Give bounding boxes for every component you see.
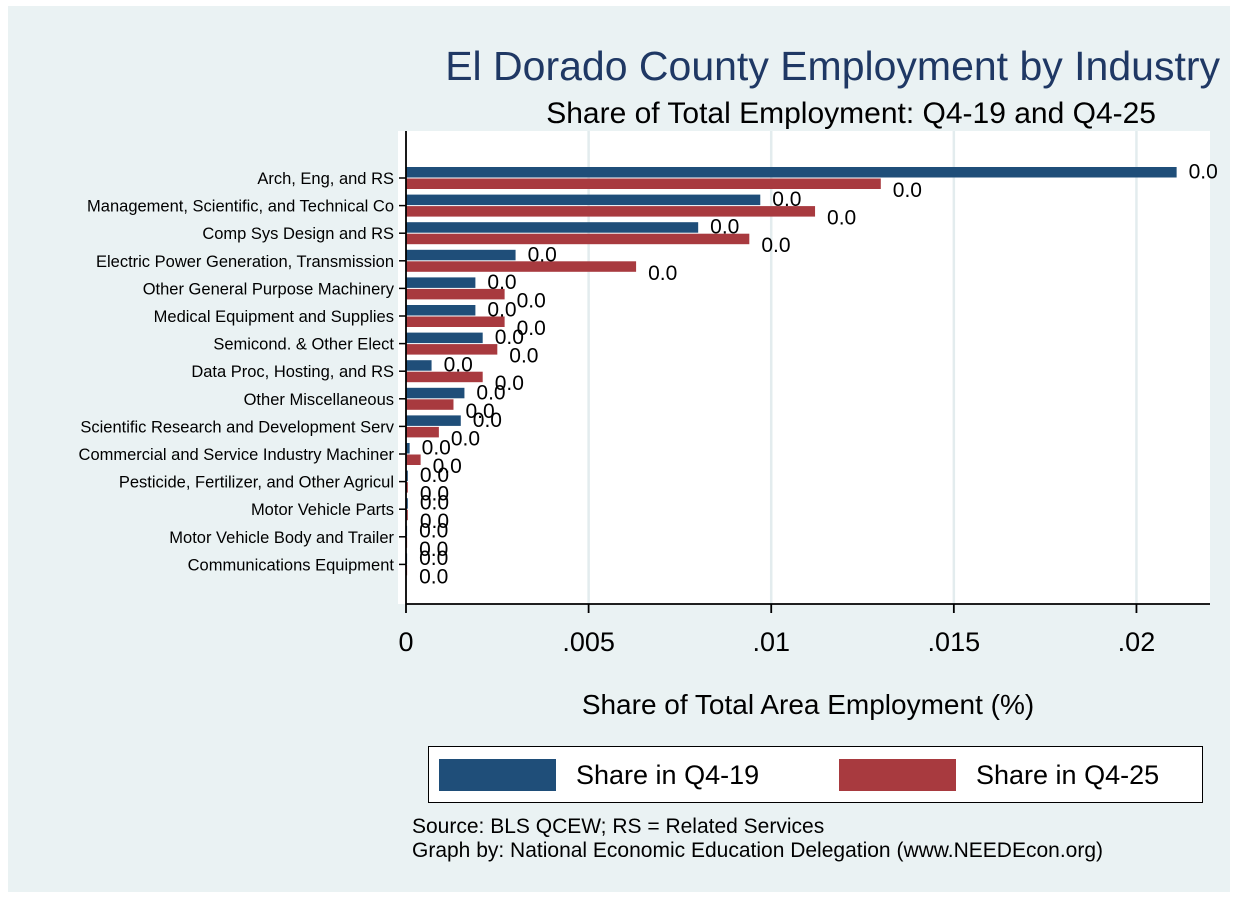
credit-line: Graph by: National Economic Education De…: [412, 839, 1104, 862]
source-note: Source: BLS QCEW; RS = Related Services …: [412, 815, 1103, 863]
y-tick-label: Scientific Research and Development Serv: [80, 418, 394, 436]
source-line: Source: BLS QCEW; RS = Related Services: [412, 815, 825, 838]
data-label-q19: 0.0: [420, 464, 449, 487]
bar-q19: [406, 332, 483, 344]
data-label-q19: 0.0: [772, 188, 801, 211]
chart-svg: El Dorado County Employment by Industry …: [79, 43, 1221, 720]
x-tick-label: 0: [398, 627, 413, 657]
bar-q25: [406, 261, 637, 272]
x-tick-label: .005: [562, 627, 615, 657]
data-label-q25: 0.0: [648, 262, 677, 285]
bar-q19: [406, 415, 461, 426]
bar-q19: [406, 222, 699, 233]
data-label-q19: 0.0: [422, 437, 451, 460]
legend-label-q25: Share in Q4-25: [976, 759, 1160, 790]
legend-swatch-q25: [839, 759, 956, 791]
y-tick-label: Management, Scientific, and Technical Co: [87, 198, 394, 216]
data-label-q19: 0.0: [528, 243, 557, 266]
data-label-q19: 0.0: [419, 547, 448, 570]
y-tick-label: Other Miscellaneous: [244, 391, 394, 409]
axes: Arch, Eng, and RS Management, Scientific,…: [79, 131, 1210, 657]
data-label-q19: 0.0: [710, 216, 739, 239]
data-label-q25: 0.0: [419, 565, 448, 588]
chart-frame: El Dorado County Employment by Industry …: [8, 6, 1230, 892]
bar-q25: [406, 509, 408, 521]
bar-q19: [406, 470, 408, 482]
data-label-q25: 0.0: [495, 372, 524, 395]
data-label-q25: 0.0: [433, 455, 462, 478]
legend-item-q25: Share in Q4-25: [839, 759, 1159, 791]
bar-q25: [406, 288, 505, 300]
y-tick-label: Other General Purpose Machinery: [143, 280, 395, 298]
data-label-q25: 0.0: [827, 207, 856, 230]
data-label-q19: 0.0: [420, 492, 449, 515]
data-label-q19: 0.0: [1189, 161, 1218, 184]
bar-q25: [406, 399, 454, 410]
y-tick-label: Pesticide, Fertilizer, and Other Agricul: [119, 474, 394, 492]
bar-q25: [406, 371, 483, 383]
bar-q25: [406, 233, 750, 245]
bar-q25: [406, 178, 881, 189]
y-tick-label: Motor Vehicle Body and Trailer: [169, 529, 394, 547]
y-tick-label: Motor Vehicle Parts: [251, 501, 394, 519]
y-tick-label: Arch, Eng, and RS: [257, 170, 394, 188]
y-tick-label: Electric Power Generation, Transmission: [96, 253, 394, 271]
legend-swatch-q19: [439, 759, 556, 791]
bar-q19: [406, 360, 432, 371]
data-label-q19: 0.0: [419, 519, 448, 542]
data-labels: 0.00.00.00.00.00.00.00.00.00.00.00.00.00…: [419, 161, 1218, 589]
bar-q19: [406, 277, 476, 288]
legend-label-q19: Share in Q4-19: [576, 759, 760, 790]
bar-q25: [406, 206, 816, 217]
bar-q19: [406, 194, 761, 206]
x-tick-label: .02: [1118, 627, 1156, 657]
legend-item-q19: Share in Q4-19: [439, 759, 759, 791]
bar-q25: [406, 454, 421, 465]
x-tick-label: .01: [752, 627, 790, 657]
chart-title: El Dorado County Employment by Industry: [445, 43, 1220, 89]
bar-q25: [406, 344, 498, 355]
data-label-q25: 0.0: [893, 179, 922, 202]
bar-q19: [406, 387, 465, 399]
data-label-q25: 0.0: [465, 400, 494, 423]
data-label-q19: 0.0: [444, 354, 473, 377]
data-label-q19: 0.0: [487, 299, 516, 322]
bar-q25: [406, 482, 408, 493]
data-label-q25: 0.0: [419, 538, 448, 561]
data-label-q25: 0.0: [517, 317, 546, 340]
x-tick-label: .015: [928, 627, 981, 657]
data-label-q19: 0.0: [476, 381, 505, 404]
bar-q19: [406, 167, 1177, 178]
bar-q25: [406, 426, 439, 438]
bar-q19: [406, 305, 476, 316]
y-tick-label: Data Proc, Hosting, and RS: [191, 363, 394, 381]
legend: Share in Q4-19 Share in Q4-25: [428, 746, 1203, 803]
bar-q25: [406, 316, 505, 327]
data-label-q25: 0.0: [509, 345, 538, 368]
data-label-q25: 0.0: [451, 427, 480, 450]
data-label-q19: 0.0: [487, 271, 516, 294]
y-tick-label: Comp Sys Design and RS: [202, 225, 394, 243]
data-label-q19: 0.0: [495, 326, 524, 349]
bar-q19: [406, 443, 410, 454]
y-tick-label: Communications Equipment: [188, 556, 395, 574]
data-label-q25: 0.0: [517, 289, 546, 312]
chart-subtitle: Share of Total Employment: Q4-19 and Q4-…: [546, 97, 1156, 130]
data-label-q25: 0.0: [420, 510, 449, 533]
data-label-q25: 0.0: [420, 483, 449, 506]
data-label-q25: 0.0: [761, 234, 790, 257]
bar-q19: [406, 498, 408, 509]
data-label-q19: 0.0: [473, 409, 502, 432]
y-tick-label: Semicond. & Other Elect: [213, 336, 394, 354]
y-tick-label: Medical Equipment and Supplies: [154, 308, 394, 326]
x-axis-label: Share of Total Area Employment (%): [582, 689, 1034, 720]
bar-q19: [406, 249, 516, 261]
y-tick-label: Commercial and Service Industry Machiner: [79, 446, 395, 464]
